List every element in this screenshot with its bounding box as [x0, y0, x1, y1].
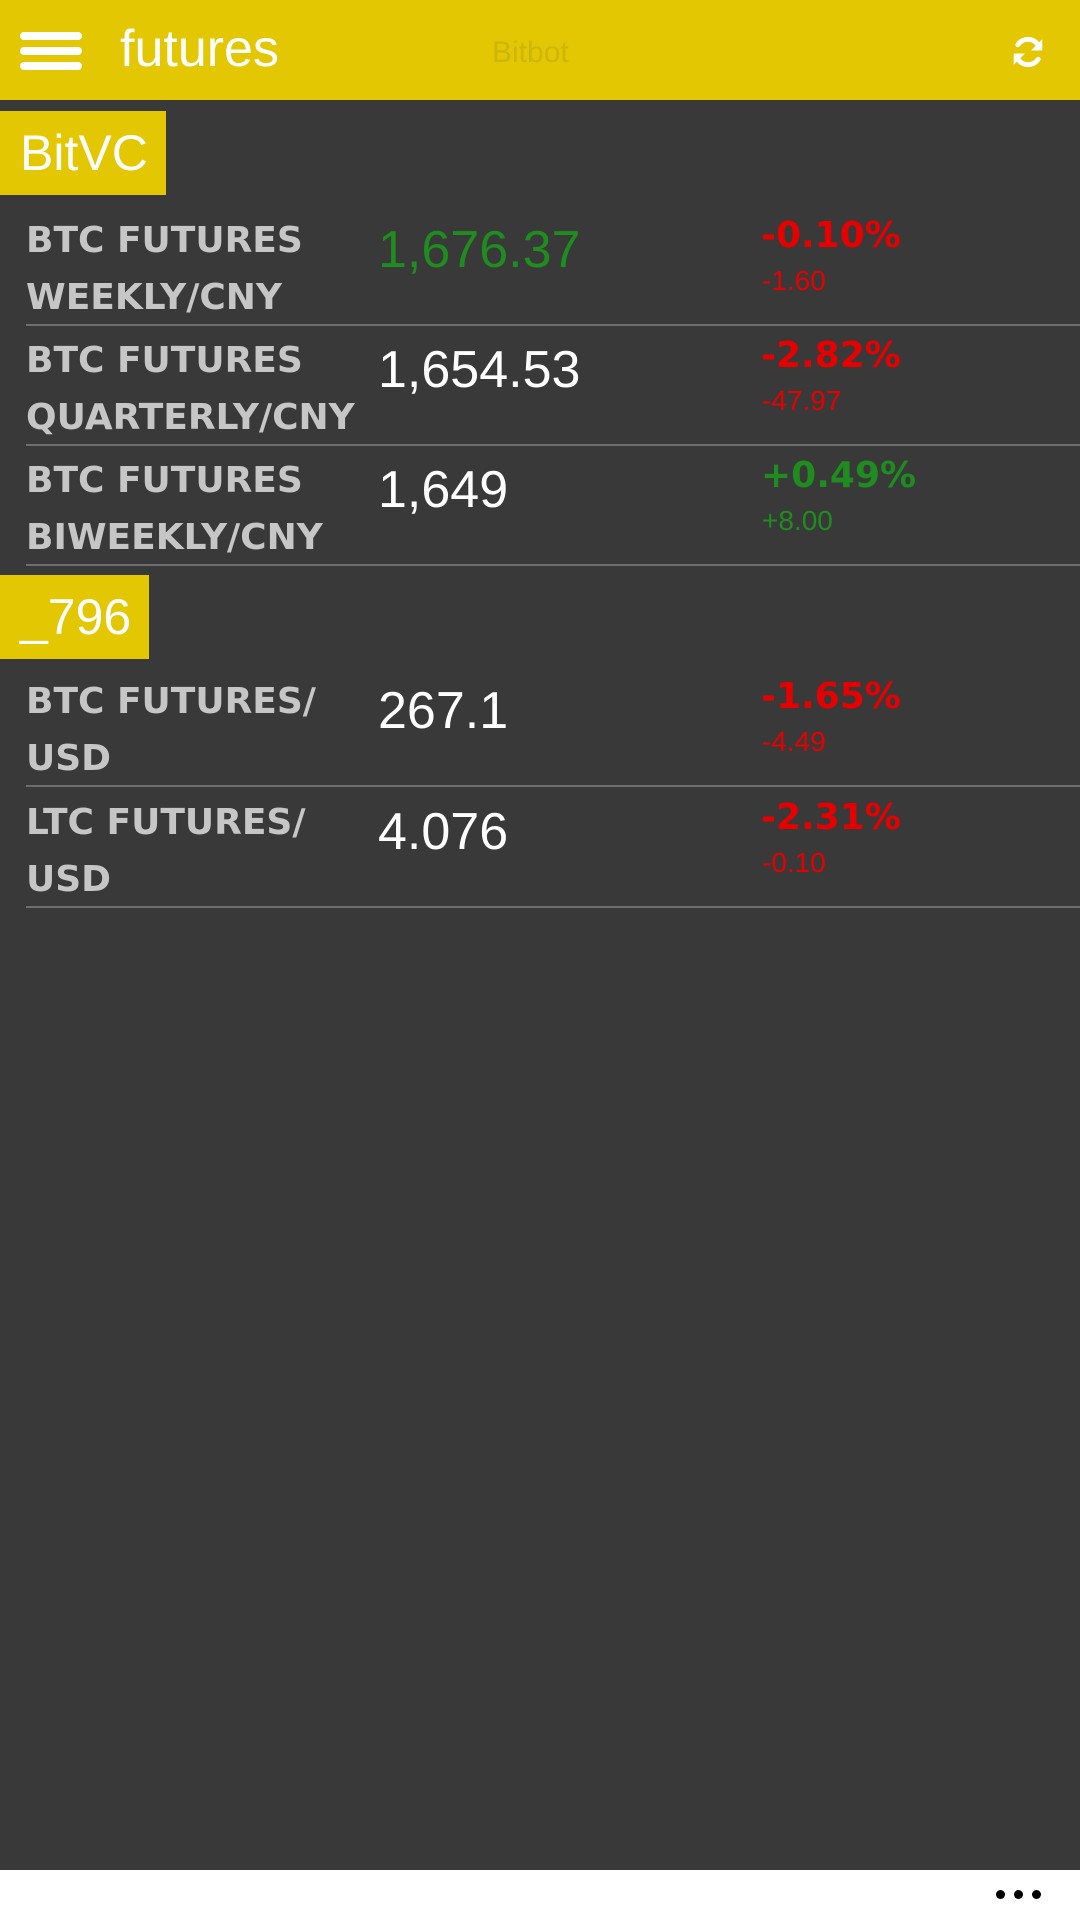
change-amount: +8.00 [762, 505, 833, 536]
app-name: Bitbot [492, 36, 569, 69]
pair-name: BTC FUTURES QUARTERLY/CNY [26, 340, 355, 438]
ticker-row[interactable]: BTC FUTURES/ USD 267.1 -1.65% -4.49 [26, 667, 1080, 787]
pair-name: LTC FUTURES/ USD [26, 802, 306, 900]
ticker-row[interactable]: LTC FUTURES/ USD 4.076 -2.31% -0.10 [26, 788, 1080, 908]
change-amount: -0.10 [762, 847, 826, 878]
last-price: 267.1 [378, 682, 509, 740]
ticker-row[interactable]: BTC FUTURES WEEKLY/CNY 1,676.37 -0.10% -… [26, 206, 1080, 326]
last-price: 1,654.53 [378, 341, 581, 399]
change-percent: -2.31% [761, 797, 901, 838]
pair-name: BTC FUTURES/ USD [26, 681, 316, 779]
change-percent: -1.65% [761, 676, 901, 717]
change-percent: -0.10% [761, 215, 901, 256]
last-price: 4.076 [378, 803, 509, 861]
last-price: 1,676.37 [378, 221, 581, 279]
refresh-icon[interactable] [1010, 34, 1046, 70]
change-amount: -47.97 [762, 385, 842, 416]
change-percent: +0.49% [761, 455, 917, 496]
change-amount: -1.60 [762, 265, 826, 296]
app-bar [0, 1870, 1080, 1920]
exchange-label-bitvc: BitVC [0, 111, 166, 195]
last-price: 1,649 [378, 461, 509, 519]
more-ellipsis-icon[interactable] [996, 1890, 1042, 1902]
page-title: futures [120, 20, 279, 78]
pair-name: BTC FUTURES BIWEEKLY/CNY [26, 460, 323, 558]
app-header: futures Bitbot [0, 0, 1080, 100]
change-amount: -4.49 [762, 726, 826, 757]
pair-name: BTC FUTURES WEEKLY/CNY [26, 220, 303, 318]
ticker-row[interactable]: BTC FUTURES QUARTERLY/CNY 1,654.53 -2.82… [26, 326, 1080, 446]
exchange-label-796: _796 [0, 575, 150, 659]
ticker-row[interactable]: BTC FUTURES BIWEEKLY/CNY 1,649 +0.49% +8… [26, 446, 1080, 566]
change-percent: -2.82% [761, 335, 901, 376]
hamburger-menu-icon[interactable] [20, 28, 82, 74]
